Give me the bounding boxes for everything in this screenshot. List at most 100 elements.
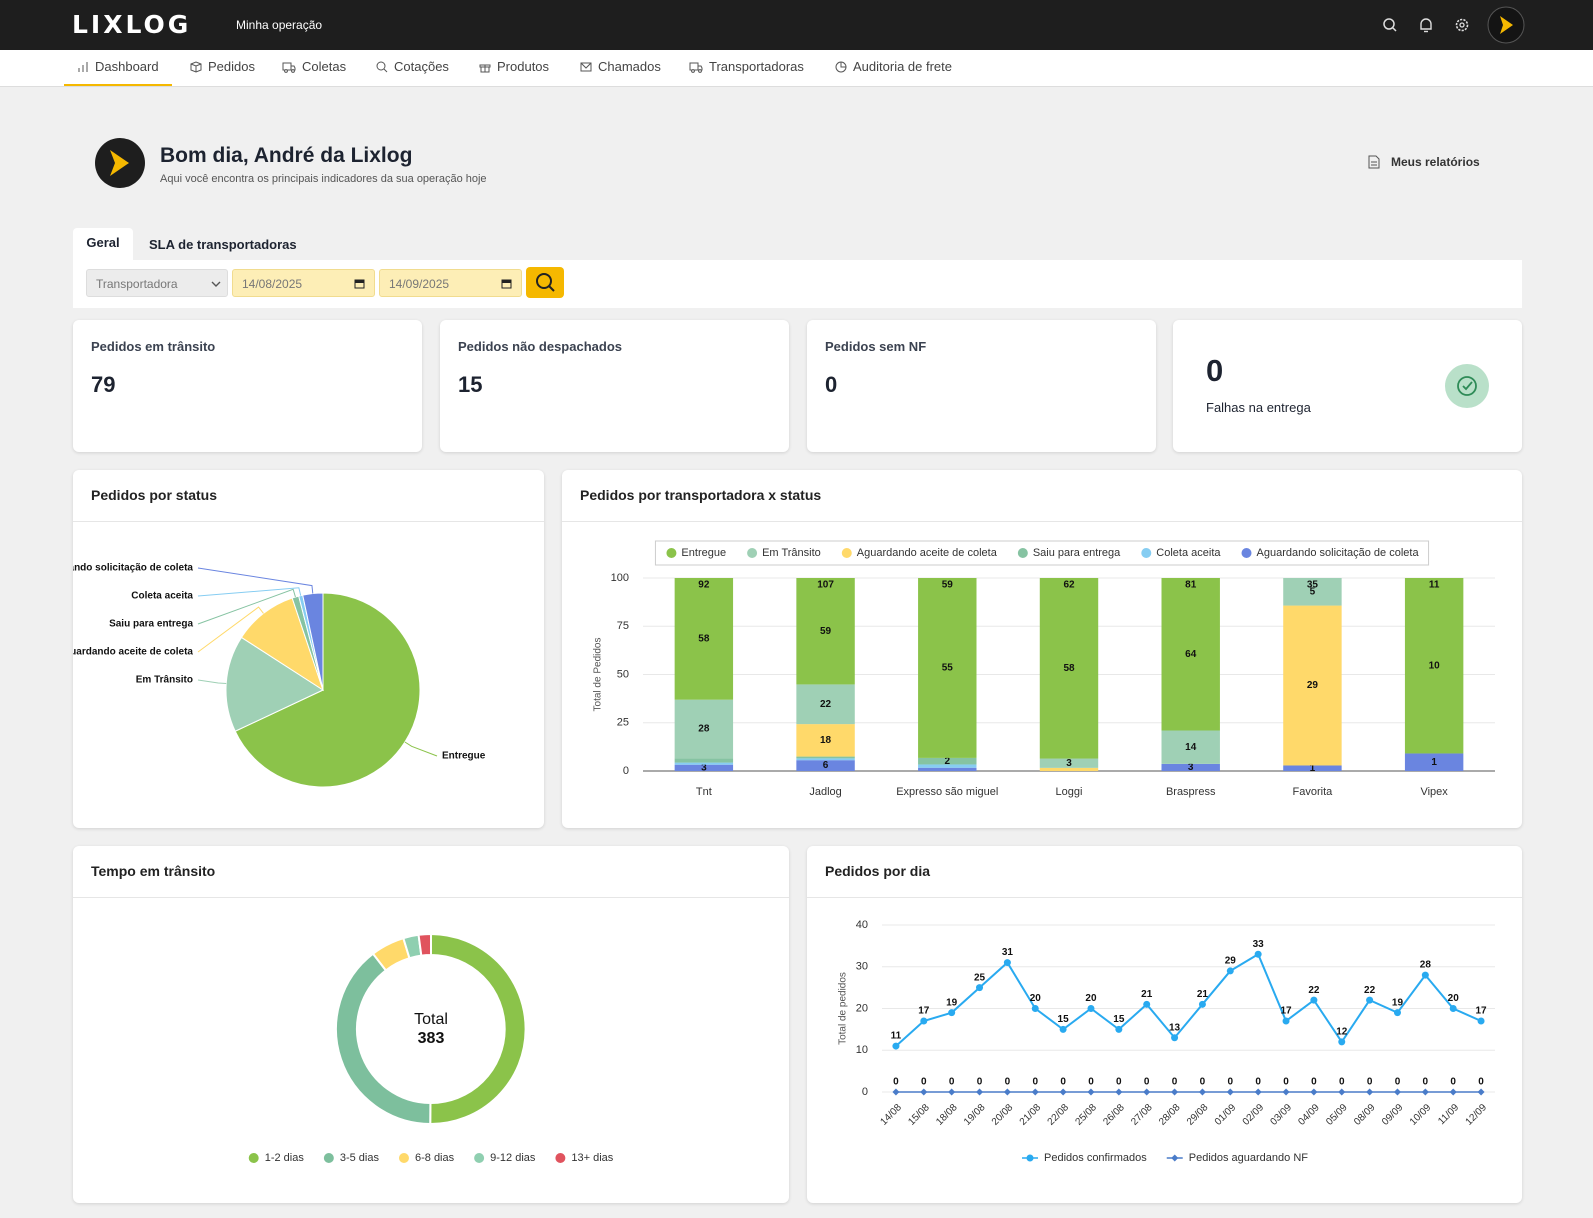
nav-item[interactable]: Coletas <box>282 50 346 84</box>
data-label: 20 <box>1030 993 1042 1004</box>
legend: Entregue Em Trânsito Aguardando aceite de … <box>666 547 1419 559</box>
segment-label: 6 <box>823 760 829 771</box>
avatar[interactable] <box>1487 6 1525 44</box>
nav-item[interactable]: Cotações <box>376 50 449 84</box>
data-point <box>1282 1017 1290 1025</box>
caret <box>211 281 221 287</box>
data-point <box>1421 1088 1429 1096</box>
nav-item[interactable]: Dashboard <box>64 50 172 86</box>
total-label: 81 <box>1185 580 1197 591</box>
bar-segment <box>918 764 977 768</box>
legend-marker <box>555 1153 566 1163</box>
y-tick-label: 10 <box>856 1044 868 1056</box>
greeting-subtitle: Aqui você encontra os principais indicad… <box>160 173 487 185</box>
data-point <box>1366 996 1374 1004</box>
nav-label: Pedidos <box>208 59 255 74</box>
total-label: 35 <box>1307 580 1319 591</box>
greeting-logo <box>95 138 145 188</box>
bar-segment <box>796 758 855 761</box>
tab[interactable]: SLA de transportadoras <box>149 237 297 252</box>
data-point <box>1198 1088 1206 1096</box>
data-label: 0 <box>893 1077 899 1088</box>
bar-segment <box>918 757 977 765</box>
greeting-title: Bom dia, André da Lixlog <box>160 144 413 167</box>
y-tick-label: 0 <box>862 1086 868 1098</box>
data-label: 19 <box>946 997 958 1008</box>
nav-item[interactable]: Pedidos <box>190 50 255 84</box>
legend-marker <box>323 1153 334 1163</box>
nav-icon <box>689 62 703 73</box>
data-label: 13 <box>1169 1022 1181 1033</box>
data-point <box>976 1088 984 1096</box>
total-label: 62 <box>1063 580 1075 591</box>
nav-item[interactable]: Produtos <box>479 50 549 84</box>
brand-logo[interactable]: LIXLOG <box>72 10 192 39</box>
legend-label: Aguardando aceite de coleta <box>857 547 998 559</box>
segment-label: 1 <box>1431 757 1437 768</box>
date-from[interactable]: 14/08/2025 <box>232 269 375 297</box>
x-tick-label: Loggi <box>1056 786 1083 798</box>
kpi-card: Pedidos em trânsito 79 <box>73 320 422 452</box>
nav-label: Cotações <box>394 59 449 74</box>
data-label: 31 <box>1002 947 1014 958</box>
x-tick-label: 12/09 <box>1464 1102 1490 1128</box>
data-point <box>1226 967 1234 975</box>
segment-label: 22 <box>820 699 832 710</box>
search-icon[interactable] <box>1382 17 1398 33</box>
donut-slice <box>335 952 432 1126</box>
legend-marker <box>474 1153 485 1163</box>
y-tick-label: 30 <box>856 961 868 973</box>
bar-segment <box>918 767 977 771</box>
slice-label: Coleta aceita <box>131 591 193 602</box>
data-label: 17 <box>1476 1006 1488 1017</box>
data-point <box>1115 1025 1123 1033</box>
data-point <box>1171 1034 1179 1042</box>
segment-label: 58 <box>1063 663 1075 674</box>
nav-icon <box>479 64 491 73</box>
segment-label: 29 <box>1307 680 1319 691</box>
x-tick-label: Jadlog <box>809 786 841 798</box>
bar-segment <box>918 578 977 758</box>
data-label: 0 <box>1450 1077 1456 1088</box>
data-label: 19 <box>1392 997 1404 1008</box>
bar-segment <box>674 699 734 759</box>
data-label: 21 <box>1141 989 1153 1000</box>
total-label: 59 <box>942 580 954 591</box>
pie-slice <box>225 636 325 732</box>
date-to[interactable]: 14/09/2025 <box>379 269 522 297</box>
legend-marker <box>1026 1154 1034 1162</box>
center-total: 383 <box>418 1030 445 1047</box>
center-label: Total <box>414 1011 448 1028</box>
settings-icon[interactable] <box>1454 17 1470 33</box>
tab-active[interactable]: Geral <box>73 228 133 260</box>
nav-item[interactable]: Chamados <box>580 50 661 84</box>
data-point <box>1115 1088 1123 1096</box>
nav-icon <box>835 61 847 73</box>
data-label: 0 <box>949 1077 955 1088</box>
slice-label: Aguardando solicitação de coleta <box>73 563 193 574</box>
legend-label: 9-12 dias <box>490 1152 536 1164</box>
bar-segment <box>1161 730 1220 764</box>
kpi-label: Pedidos sem NF <box>825 339 927 354</box>
data-label: 0 <box>1116 1077 1122 1088</box>
y-tick-label: 20 <box>856 1002 868 1014</box>
data-label: 17 <box>1280 1006 1292 1017</box>
segment-label: 28 <box>698 724 710 735</box>
bar-segment <box>1161 578 1220 731</box>
nav-item[interactable]: Transportadoras <box>689 50 804 84</box>
legend-label: Saiu para entrega <box>1033 547 1121 559</box>
data-label: 0 <box>1478 1077 1484 1088</box>
nav-item[interactable]: Auditoria de frete <box>835 50 952 84</box>
data-point <box>920 1088 928 1096</box>
leader-line <box>197 679 227 685</box>
data-label: 0 <box>1200 1077 1206 1088</box>
data-point <box>1477 1017 1485 1025</box>
segment-label: 59 <box>820 626 832 637</box>
bell-icon[interactable] <box>1418 17 1434 33</box>
reports-link[interactable]: Meus relatórios <box>1391 155 1480 169</box>
data-point <box>1310 1088 1318 1096</box>
nav-label: Produtos <box>497 59 550 74</box>
carrier-select[interactable]: Transportadora <box>86 269 228 297</box>
search-button[interactable] <box>526 267 564 298</box>
x-tick-label: Favorita <box>1293 786 1334 798</box>
